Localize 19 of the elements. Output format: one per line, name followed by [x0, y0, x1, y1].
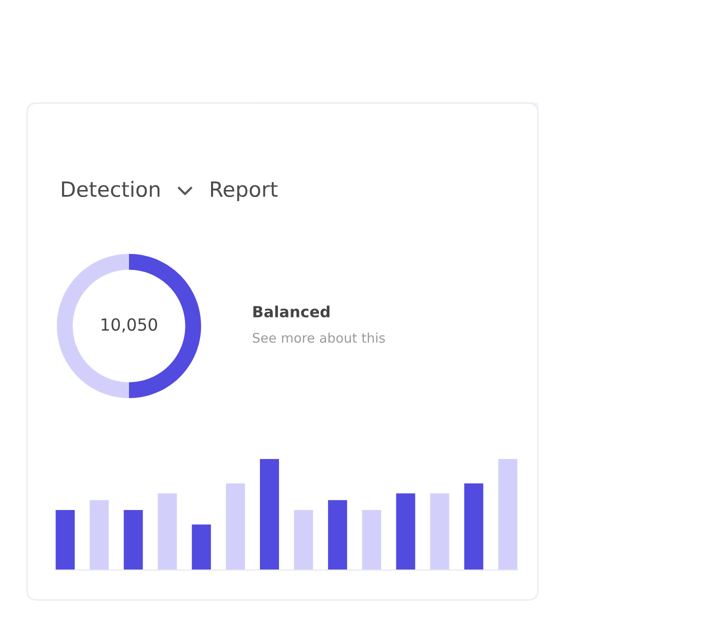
text: Report — [211, 182, 278, 202]
bar — [192, 524, 211, 570]
bar — [294, 510, 314, 570]
bar — [260, 459, 280, 570]
bar — [362, 510, 382, 570]
text: Balanced — [253, 306, 330, 318]
bar — [226, 483, 245, 570]
bar — [464, 483, 484, 570]
bar — [124, 510, 143, 570]
bar — [158, 493, 177, 570]
bar — [56, 510, 75, 570]
text: See more about this — [252, 332, 385, 343]
bar — [328, 500, 348, 570]
bar — [498, 459, 518, 570]
bar — [90, 500, 109, 570]
text: 10,050 — [102, 318, 158, 333]
text: Detection — [62, 180, 160, 198]
bar — [430, 493, 450, 570]
bar — [396, 493, 416, 570]
